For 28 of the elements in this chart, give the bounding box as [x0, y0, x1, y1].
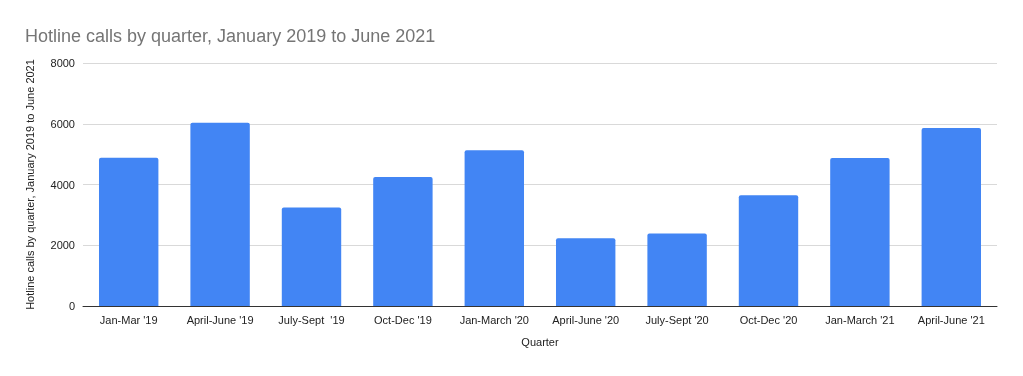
- chart-title: Hotline calls by quarter, January 2019 to June 2021: [25, 26, 436, 46]
- bar: [738, 195, 799, 306]
- x-tick-label: April-June '19: [186, 313, 254, 326]
- x-tick-label: Oct-Dec '20: [739, 313, 798, 326]
- bar: [556, 238, 616, 306]
- x-tick-label: Jan-March '21: [825, 313, 895, 326]
- y-tick-label: 0: [68, 300, 75, 312]
- bar: [830, 158, 890, 306]
- x-tick-label: April-June '20: [552, 313, 620, 326]
- bar: [464, 150, 525, 306]
- x-tick-label: Jan-Mar '19: [99, 313, 158, 326]
- bar: [647, 233, 707, 306]
- y-tick-label: 2000: [50, 239, 75, 252]
- bar: [373, 176, 433, 306]
- x-tick-label: Oct-Dec '19: [374, 313, 432, 326]
- x-tick-label: Jan-March '20: [459, 313, 529, 326]
- y-tick-label: 6000: [50, 117, 75, 130]
- x-tick-label: April-June '21: [917, 313, 985, 326]
- bar: [921, 128, 982, 306]
- y-tick-label: 4000: [50, 178, 75, 191]
- y-tick-label: 8000: [50, 57, 75, 69]
- x-axis-title: Quarter: [521, 335, 559, 348]
- bar: [190, 122, 250, 306]
- bar: [99, 157, 159, 306]
- bar: [281, 207, 342, 306]
- x-tick-label: July-Sept '20: [645, 313, 709, 326]
- x-tick-label: July-Sept '19: [278, 313, 345, 326]
- y-axis-title: Hotline calls by quarter, January 2019 to June 2021: [23, 59, 36, 310]
